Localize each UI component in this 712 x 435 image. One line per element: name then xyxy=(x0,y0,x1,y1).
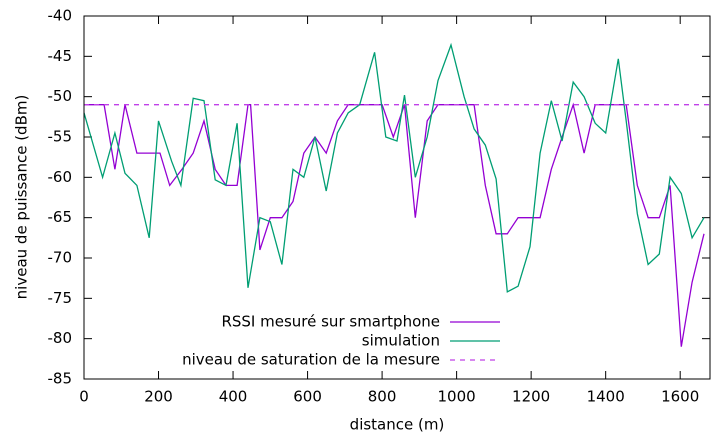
legend-label: simulation xyxy=(362,332,440,350)
legend-label: niveau de saturation de la mesure xyxy=(182,351,440,369)
legend-label: RSSI mesuré sur smartphone xyxy=(221,313,440,331)
y-tick-label: -55 xyxy=(48,128,73,146)
plot-border xyxy=(83,15,711,380)
y-axis-title: niveau de puissance (dBm) xyxy=(13,95,31,300)
x-tick-label: 1200 xyxy=(512,388,550,406)
x-tick-label: 600 xyxy=(293,388,322,406)
x-axis-title: distance (m) xyxy=(350,416,445,434)
x-tick-label: 400 xyxy=(219,388,248,406)
series-line xyxy=(83,42,705,293)
y-tick-label: -50 xyxy=(48,87,73,105)
x-tick-label: 800 xyxy=(368,388,397,406)
y-tick-label: -70 xyxy=(48,249,73,267)
x-tick-label: 200 xyxy=(144,388,173,406)
x-tick-label: 1400 xyxy=(587,388,625,406)
y-tick-label: -85 xyxy=(48,370,73,388)
series-line xyxy=(84,102,705,347)
x-tick-label: 0 xyxy=(79,388,89,406)
y-tick-label: -80 xyxy=(48,329,73,347)
y-tick-label: -40 xyxy=(48,7,73,25)
x-tick-label: 1600 xyxy=(661,388,699,406)
y-tick-label: -45 xyxy=(48,47,73,65)
y-tick-label: -60 xyxy=(48,168,73,186)
x-tick-label: 1000 xyxy=(438,388,476,406)
y-tick-label: -75 xyxy=(48,289,73,307)
y-tick-label: -65 xyxy=(48,208,73,226)
